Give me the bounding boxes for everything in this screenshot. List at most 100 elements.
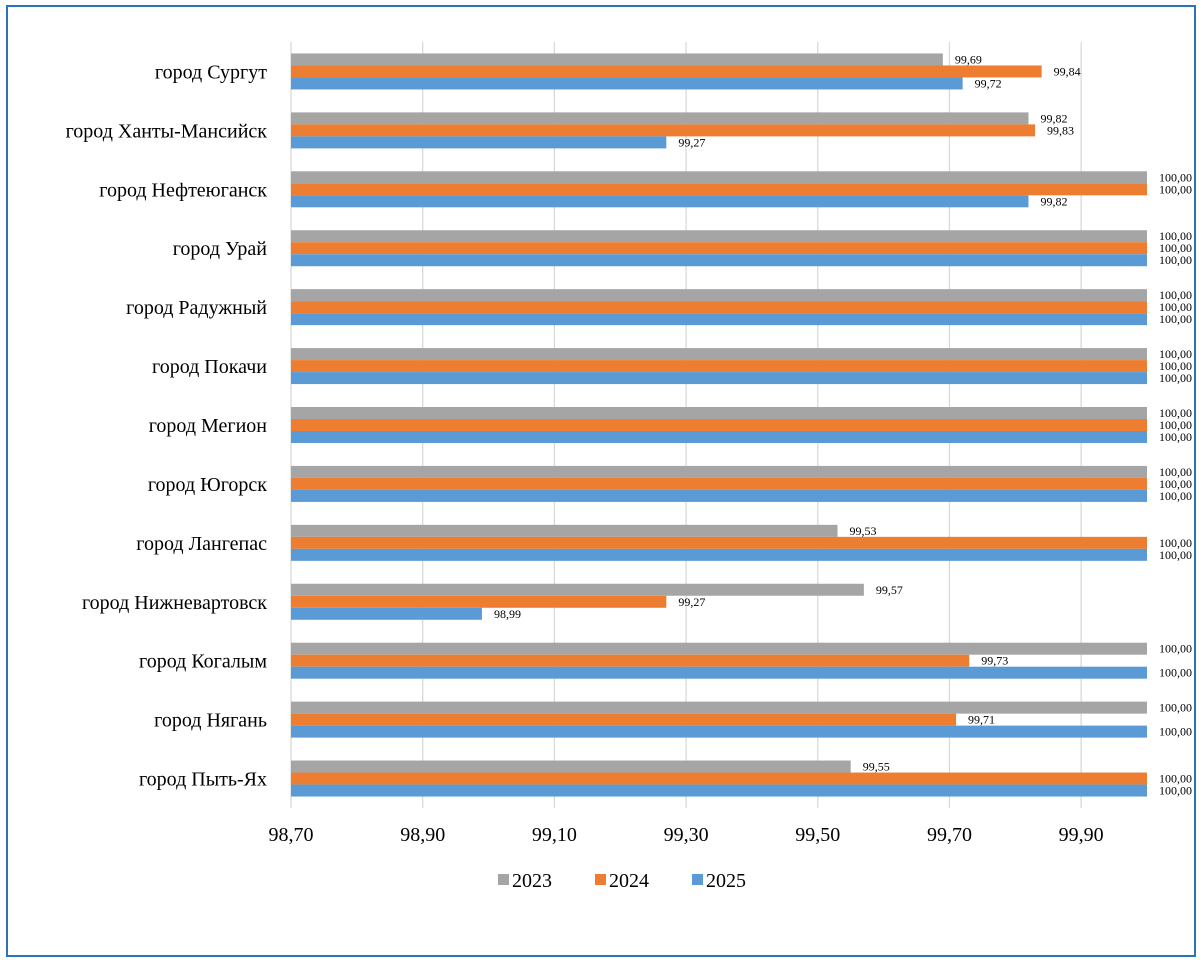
bar-2025 [291,666,1147,679]
category-label: город Сургут [155,61,267,83]
bar-2024 [291,713,957,726]
bar-2024 [291,65,1042,78]
bar-2025 [291,431,1147,443]
data-label: 100,00 [1159,300,1192,314]
data-label: 100,00 [1159,241,1192,255]
category-labels: город Сургут город Ханты-Мансийск город Не… [66,61,268,790]
legend: 2023 2024 2025 [498,870,746,892]
category-label: город Нижневартовск [82,592,267,614]
bar-2023 [291,760,851,773]
bar-2023 [291,112,1029,125]
bar-2025 [291,372,1147,385]
data-label: 100,00 [1159,701,1192,715]
data-label: 100,00 [1159,418,1192,432]
bar-2023 [291,289,1147,302]
data-label: 100,00 [1159,288,1192,302]
x-tick-label: 98,90 [400,824,445,846]
legend-label: 2025 [706,870,746,892]
bar-2023 [291,348,1147,361]
data-label: 99,71 [968,713,995,727]
data-label: 100,00 [1159,548,1192,562]
data-label: 100,00 [1159,253,1192,267]
bar-2024 [291,360,1147,373]
category-label: город Ханты-Мансийск [66,120,268,142]
bar-2024 [291,536,1147,549]
bar-2024 [291,124,1036,137]
bar-2025 [291,607,482,620]
data-label: 100,00 [1159,371,1192,385]
data-label: 100,00 [1159,536,1192,550]
category-label: город Мегион [149,415,268,437]
bar-2024 [291,183,1147,196]
category-label: город Урай [173,238,268,260]
data-label: 100,00 [1159,666,1192,680]
x-tick-label: 98,70 [269,824,314,846]
legend-swatch-2025 [692,874,703,885]
data-label: 100,00 [1159,312,1192,326]
bar-2023 [291,701,1147,714]
data-label: 99,57 [876,583,903,597]
bar-2023 [291,53,943,66]
bar-2023 [291,407,1147,419]
x-tick-label: 99,50 [795,824,840,846]
data-labels: 99,6999,8499,7299,8299,8399,27100,00100,… [494,52,1192,797]
bar-2024 [291,654,970,667]
data-label: 99,82 [1040,194,1067,208]
data-label: 100,00 [1159,477,1192,491]
category-label: город Югорск [148,474,267,496]
data-label: 100,00 [1159,359,1192,373]
category-label: город Пыть-Ях [139,769,267,791]
bar-2025 [291,489,1147,502]
x-tick-label: 99,10 [532,824,577,846]
category-label: город Лангепас [136,533,267,555]
data-label: 99,27 [678,135,705,149]
bar-2024 [291,772,1147,785]
bar-2024 [291,242,1147,255]
bar-2025 [291,548,1147,561]
legend-swatch-2023 [498,874,509,885]
x-axis-ticks: 98,70 98,90 99,10 99,30 99,50 99,70 99,90 [269,824,1104,846]
category-label: город Нягань [154,710,267,732]
bar-2025 [291,784,1147,797]
bars [291,53,1147,797]
data-label: 99,55 [863,760,890,774]
bar-2025 [291,195,1029,208]
bar-2025 [291,77,963,90]
bar-2025 [291,254,1147,267]
bar-2024 [291,477,1147,490]
data-label: 98,99 [494,607,521,621]
data-label: 100,00 [1159,347,1192,361]
data-label: 100,00 [1159,489,1192,503]
bar-2025 [291,725,1147,738]
bar-2023 [291,642,1147,655]
data-label: 100,00 [1159,406,1192,420]
legend-label: 2023 [512,870,552,892]
data-label: 99,72 [975,76,1002,90]
data-label: 99,84 [1054,64,1081,78]
category-label: город Когалым [139,651,267,673]
data-label: 100,00 [1159,784,1192,798]
x-tick-label: 99,70 [927,824,972,846]
category-label: город Нефтеюганск [99,179,267,201]
bar-2024 [291,301,1147,314]
bar-2023 [291,465,1147,478]
x-tick-label: 99,30 [664,824,709,846]
bar-2024 [291,595,667,608]
data-label: 100,00 [1159,430,1192,444]
category-label: город Покачи [152,356,267,378]
bar-2025 [291,136,667,149]
data-label: 100,00 [1159,465,1192,479]
bar-2023 [291,171,1147,184]
data-label: 100,00 [1159,170,1192,184]
x-tick-label: 99,90 [1059,824,1104,846]
data-label: 99,83 [1047,123,1074,137]
bar-2023 [291,583,864,596]
category-label: город Радужный [126,297,267,319]
bar-2023 [291,524,838,537]
data-label: 99,53 [850,524,877,538]
bar-2025 [291,313,1147,326]
data-label: 100,00 [1159,182,1192,196]
data-label: 99,69 [955,52,982,66]
data-label: 100,00 [1159,229,1192,243]
